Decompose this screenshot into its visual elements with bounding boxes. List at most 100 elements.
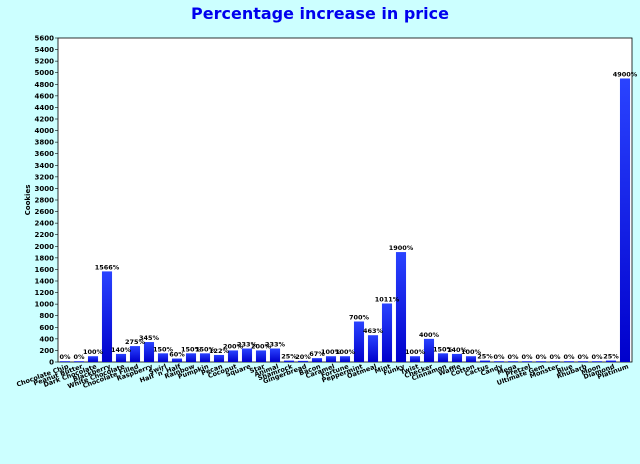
bar — [521, 361, 533, 362]
data-label: 345% — [139, 334, 160, 342]
bar — [87, 356, 99, 362]
data-label: 67% — [309, 350, 325, 358]
data-label: 25% — [603, 353, 619, 361]
data-label: 0% — [563, 353, 575, 361]
bar — [269, 348, 281, 362]
bar — [73, 361, 85, 362]
bar — [549, 361, 561, 362]
data-label: 233% — [265, 341, 286, 349]
data-label: 700% — [349, 314, 370, 322]
y-tick-label: 2600 — [35, 208, 55, 216]
data-label: 150% — [195, 345, 216, 353]
bar-series — [59, 78, 631, 362]
bar — [241, 348, 253, 362]
data-label: 1011% — [375, 296, 400, 304]
bar — [493, 361, 505, 362]
data-label: 0% — [549, 353, 561, 361]
y-tick-label: 2000 — [35, 243, 55, 251]
bar — [591, 361, 603, 362]
y-tick-label: 4600 — [35, 92, 55, 100]
y-tick-label: 600 — [39, 324, 54, 332]
data-label: 60% — [169, 351, 185, 359]
bar — [605, 360, 617, 362]
bar — [451, 353, 463, 362]
y-tick-label: 2200 — [35, 231, 55, 239]
bar — [59, 361, 71, 362]
bar — [213, 354, 225, 362]
y-tick-label: 3200 — [35, 173, 55, 181]
bar — [101, 271, 113, 362]
data-label: 140% — [111, 346, 132, 354]
bar — [185, 353, 197, 362]
y-tick-label: 200 — [39, 347, 54, 355]
bar — [129, 346, 141, 362]
bar — [283, 360, 295, 362]
bar — [339, 356, 351, 362]
bar — [479, 360, 491, 362]
bar — [353, 321, 365, 362]
data-label: 0% — [493, 353, 505, 361]
y-tick-label: 1400 — [35, 278, 55, 286]
bar — [367, 335, 379, 362]
y-tick-label: 3800 — [35, 139, 55, 147]
bar — [507, 361, 519, 362]
y-tick-label: 5400 — [35, 46, 55, 54]
data-label: 0% — [59, 353, 71, 361]
y-tick-label: 5000 — [35, 69, 55, 77]
data-label: 140% — [447, 346, 468, 354]
bar — [619, 78, 631, 362]
bar — [115, 353, 127, 362]
y-tick-label: 3600 — [35, 150, 55, 158]
bar — [409, 356, 421, 362]
bar — [535, 361, 547, 362]
bar — [381, 303, 393, 362]
chart-title: Percentage increase in price — [191, 4, 449, 23]
y-tick-label: 1000 — [35, 301, 55, 309]
data-label: 0% — [521, 353, 533, 361]
y-tick-label: 400 — [39, 335, 54, 343]
data-label: 275% — [125, 338, 146, 346]
data-label: 4900% — [613, 71, 638, 79]
y-tick-label: 1600 — [35, 266, 55, 274]
data-label: 0% — [73, 353, 85, 361]
y-tick-label: 4000 — [35, 127, 55, 135]
bar — [563, 361, 575, 362]
data-label: 150% — [153, 345, 174, 353]
bar — [143, 342, 155, 362]
bar — [395, 252, 407, 362]
data-label: 100% — [321, 348, 342, 356]
y-tick-label: 4800 — [35, 81, 55, 89]
bar — [311, 358, 323, 362]
data-label: 200% — [223, 342, 244, 350]
bar — [199, 353, 211, 362]
y-tick-label: 5200 — [35, 58, 55, 66]
data-label: 25% — [281, 353, 297, 361]
bar — [227, 350, 239, 362]
y-tick-label: 5600 — [35, 35, 55, 43]
y-tick-label: 0 — [49, 359, 54, 367]
data-label: 0% — [535, 353, 547, 361]
data-label: 0% — [591, 353, 603, 361]
bar — [325, 356, 337, 362]
bar — [157, 353, 169, 362]
data-label: 100% — [405, 348, 426, 356]
bar — [437, 353, 449, 362]
y-tick-label: 4400 — [35, 104, 55, 112]
y-tick-label: 800 — [39, 312, 54, 320]
data-label: 100% — [335, 348, 356, 356]
plot-area — [57, 37, 633, 363]
data-label: 100% — [461, 348, 482, 356]
bar — [171, 358, 183, 362]
y-tick-label: 1800 — [35, 254, 55, 262]
data-label: 20% — [295, 353, 311, 361]
data-label: 150% — [181, 345, 202, 353]
bar — [255, 350, 267, 362]
y-tick-label: 3000 — [35, 185, 55, 193]
y-axis: 0 200 400 600 800 1000 1200 1400 1600 1800 2000 220… — [35, 35, 58, 367]
data-label: 100% — [83, 348, 104, 356]
y-tick-label: 2800 — [35, 197, 55, 205]
data-label: 463% — [363, 327, 384, 335]
bar — [423, 338, 435, 362]
